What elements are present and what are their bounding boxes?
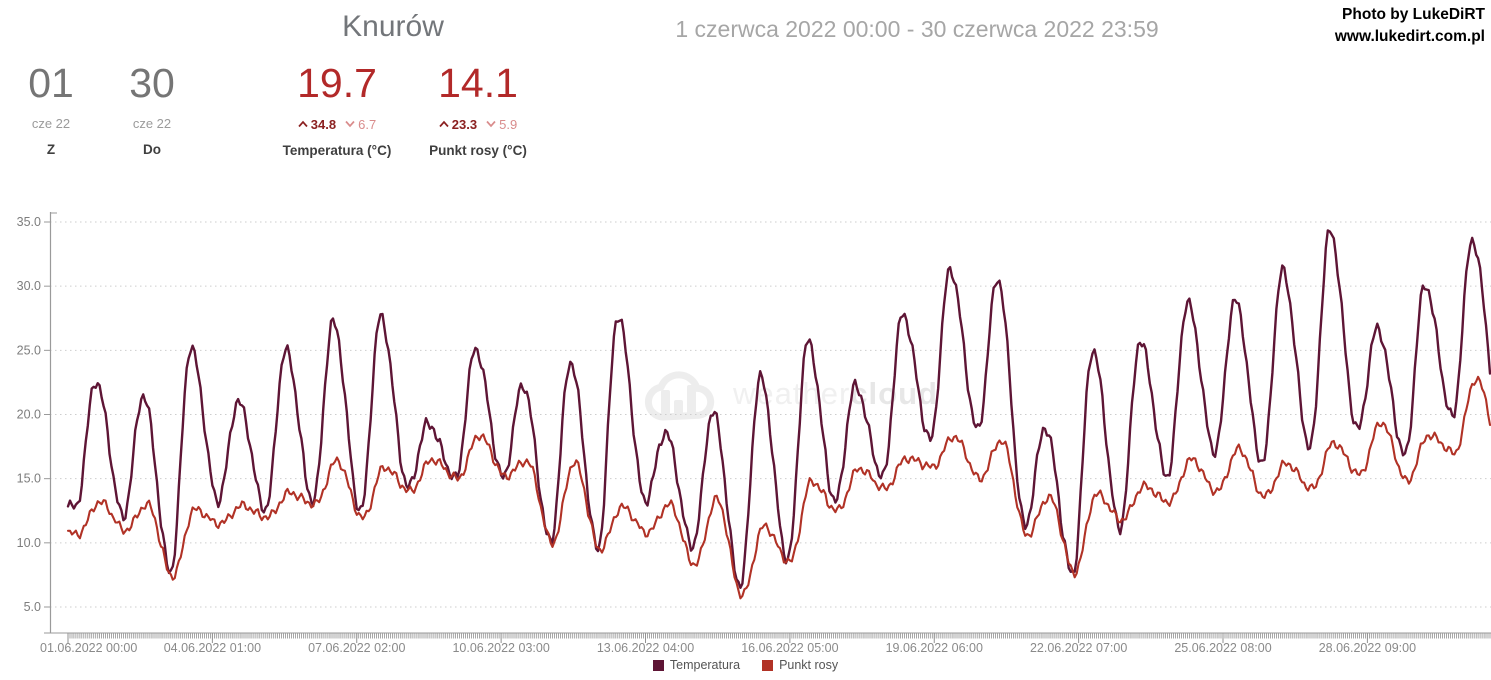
dew-point-max-value: 23.3 — [451, 116, 478, 132]
date-to-label: Do — [143, 142, 161, 157]
legend-label: Temperatura — [669, 658, 741, 672]
x-axis-label: 13.06.2022 04:00 — [597, 641, 694, 655]
y-axis-label: 5.0 — [24, 600, 41, 614]
date-to-monthyear: cze 22 — [132, 116, 172, 131]
temperature-mean-value: 19.7 — [297, 60, 377, 106]
temperature-max-value: 34.8 — [310, 116, 337, 132]
x-axis-label: 04.06.2022 01:00 — [164, 641, 261, 655]
x-axis-label: 07.06.2022 02:00 — [308, 641, 405, 655]
legend-swatch — [652, 659, 664, 671]
y-axis-label: 15.0 — [17, 472, 41, 486]
photo-credit: Photo by LukeDiRT www.lukedirt.com.pl — [1335, 4, 1485, 48]
min-arrow-icon — [486, 120, 496, 128]
date-from-day: 01 — [28, 60, 74, 106]
y-axis-label: 30.0 — [17, 279, 41, 293]
station-title: Knurów — [342, 10, 444, 43]
date-from-picker[interactable]: 01 cze 22 Z — [0, 60, 102, 157]
legend-item-temperatura[interactable]: Temperatura — [652, 658, 741, 672]
dew-point-stat-label: Punkt rosy (°C) — [429, 143, 527, 158]
dew-point-minmax: 23.3 5.9 — [439, 116, 517, 132]
legend-label: Punkt rosy — [779, 658, 839, 672]
min-arrow-icon — [345, 120, 355, 128]
x-axis-label: 22.06.2022 07:00 — [1030, 641, 1127, 655]
report-date-range: 1 czerwca 2022 00:00 - 30 czerwca 2022 2… — [675, 16, 1159, 42]
temperature-stat-label: Temperatura (°C) — [282, 143, 392, 158]
temperature-dew-point-chart[interactable]: 5.0 10.0 15.0 20.0 25.0 30.0 35.0 01.06.2022 00… — [0, 195, 1491, 657]
temperature-min-value: 6.7 — [358, 116, 377, 132]
max-arrow-icon — [298, 120, 308, 128]
date-from-label: Z — [46, 142, 56, 157]
max-arrow-icon — [439, 120, 449, 128]
series-line-punkt-rosy — [66, 375, 1491, 600]
y-axis-label: 20.0 — [17, 408, 41, 422]
x-axis-label: 28.06.2022 09:00 — [1319, 641, 1416, 655]
x-axis-label: 01.06.2022 00:00 — [40, 641, 137, 655]
temperature-minmax: 34.8 6.7 — [298, 116, 376, 132]
x-axis-label: 19.06.2022 06:00 — [886, 641, 983, 655]
dew-point-min-value: 5.9 — [499, 116, 518, 132]
temperature-stat-card[interactable]: 19.7 34.8 6.7 Temperatura (°C) — [262, 60, 412, 158]
x-axis-label: 25.06.2022 08:00 — [1174, 641, 1271, 655]
x-axis-label: 16.06.2022 05:00 — [741, 641, 838, 655]
date-to-day: 30 — [129, 60, 175, 106]
x-axis-label: 10.06.2022 03:00 — [452, 641, 549, 655]
photo-credit-line1: Photo by LukeDiRT — [1342, 6, 1485, 23]
chart-legend: Temperatura Punkt rosy — [0, 658, 1491, 672]
y-axis-label: 10.0 — [17, 536, 41, 550]
legend-swatch — [762, 659, 774, 671]
date-to-picker[interactable]: 30 cze 22 Do — [102, 60, 202, 157]
photo-credit-line2: www.lukedirt.com.pl — [1334, 28, 1485, 45]
legend-item-punkt-rosy[interactable]: Punkt rosy — [762, 658, 838, 672]
dew-point-mean-value: 14.1 — [438, 60, 518, 106]
x-axis-hour-ticks — [67, 633, 1491, 639]
y-axis-label: 25.0 — [17, 343, 41, 357]
series-line-temperatura — [66, 229, 1491, 589]
date-from-monthyear: cze 22 — [31, 116, 71, 131]
dew-point-stat-card[interactable]: 14.1 23.3 5.9 Punkt rosy (°C) — [403, 60, 553, 158]
y-axis-label: 35.0 — [17, 215, 41, 229]
